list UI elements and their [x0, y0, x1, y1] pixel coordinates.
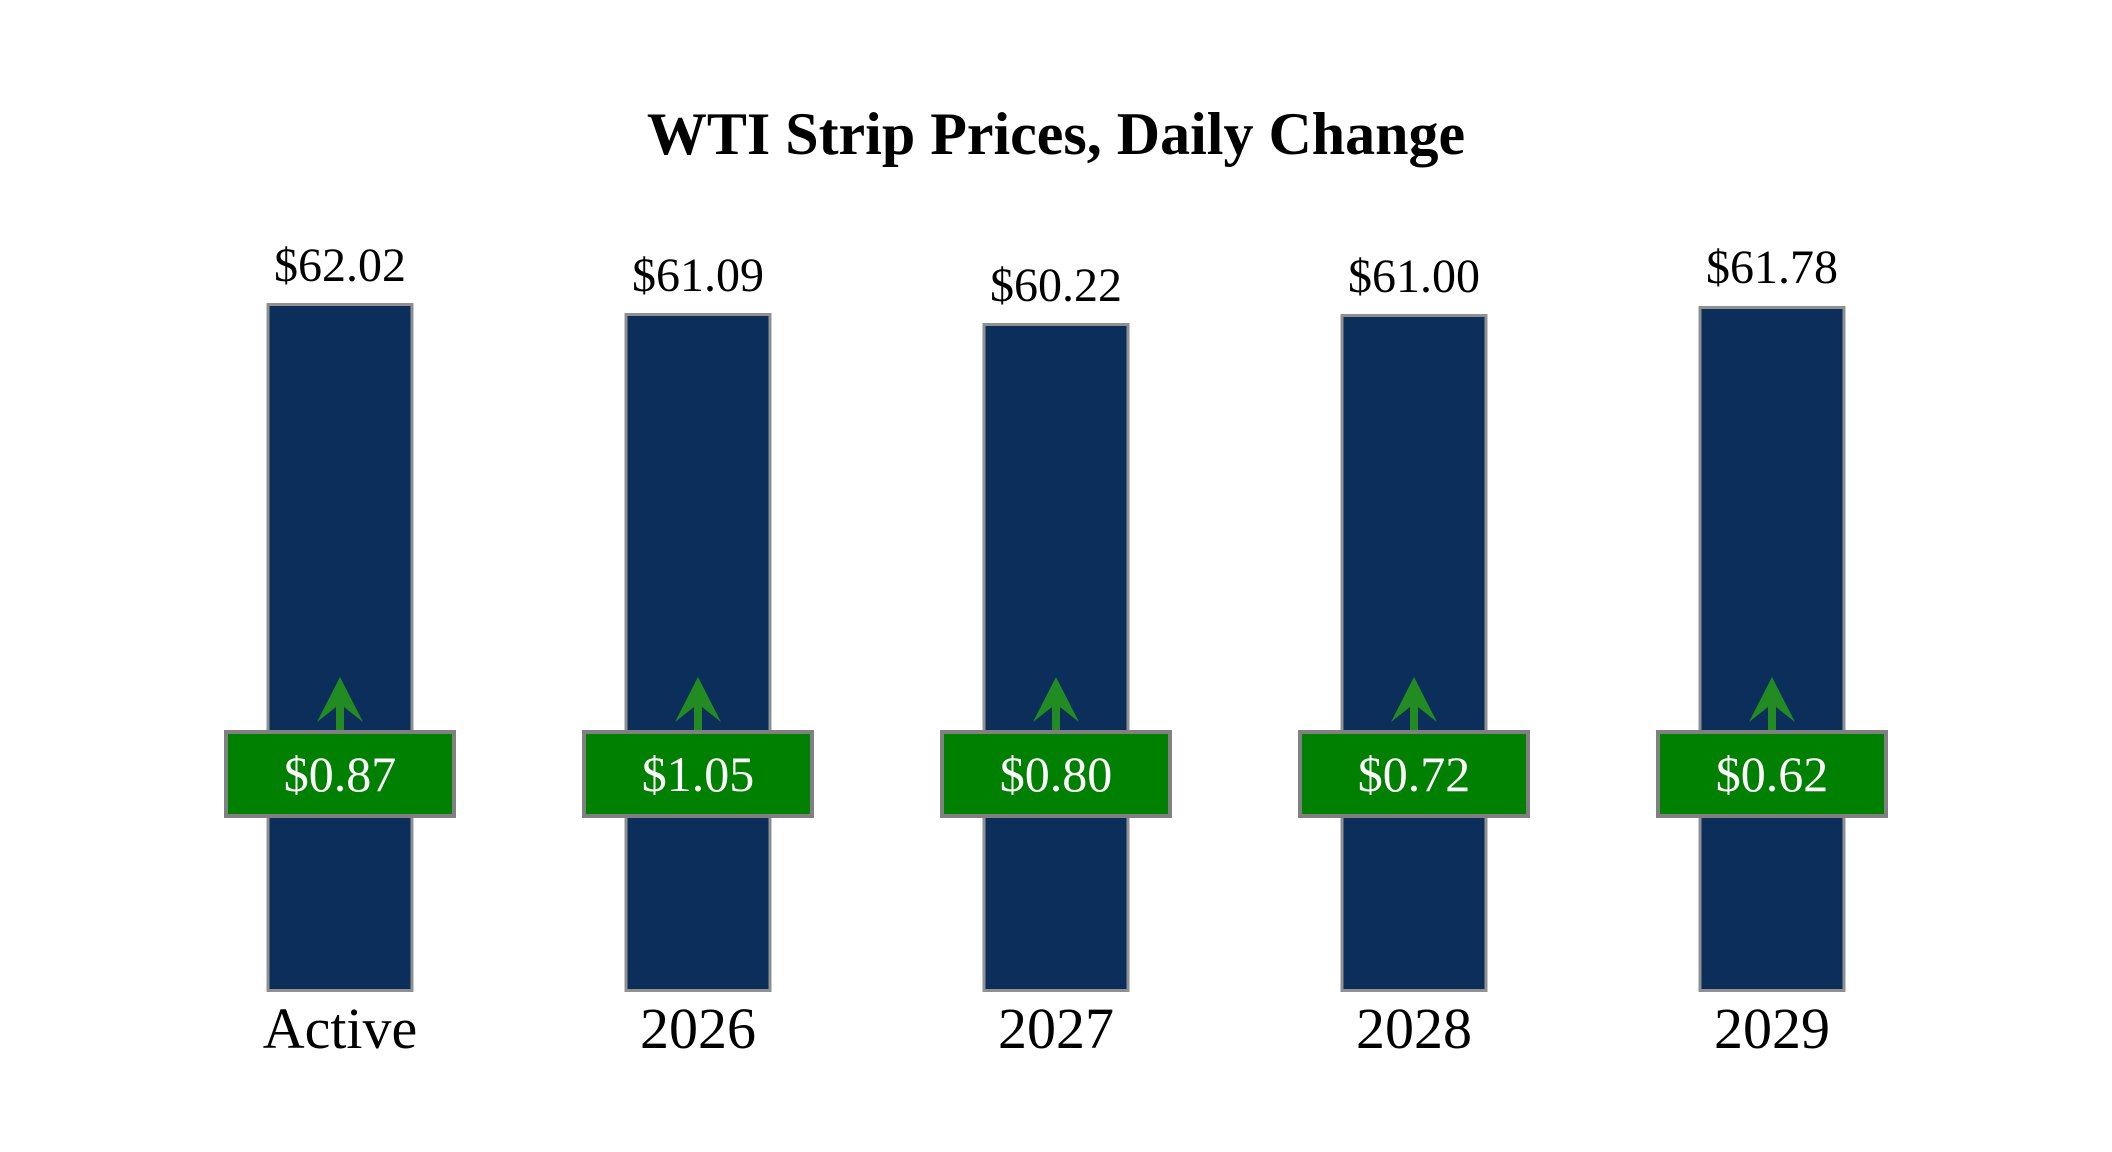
change-badge: $1.05 — [582, 730, 814, 818]
category-label: Active — [262, 996, 418, 1061]
change-value: $0.80 — [999, 746, 1113, 802]
price-bar — [1340, 314, 1488, 992]
up-arrow-icon — [1749, 677, 1795, 734]
category-label: 2028 — [1356, 996, 1472, 1061]
change-badge: $0.87 — [224, 730, 456, 818]
price-bar — [624, 313, 772, 992]
price-label: $61.78 — [1706, 241, 1838, 295]
price-label: $61.09 — [632, 249, 764, 303]
up-arrow-icon — [1033, 677, 1079, 734]
price-label: $60.22 — [990, 258, 1122, 312]
price-label: $61.00 — [1348, 250, 1480, 304]
change-value: $0.87 — [283, 746, 397, 802]
price-bar — [1698, 305, 1846, 992]
change-value: $1.05 — [641, 746, 755, 802]
category-label: 2026 — [640, 996, 756, 1061]
change-badge: $0.62 — [1656, 730, 1888, 818]
up-arrow-icon — [675, 677, 721, 734]
bar-group: $60.22 $0.80 2027 — [877, 0, 1235, 1152]
price-label: $62.02 — [274, 238, 406, 292]
up-arrow-icon — [1391, 677, 1437, 734]
chart-title: WTI Strip Prices, Daily Change — [646, 101, 1466, 167]
bar-group: $61.09 $1.05 2026 — [519, 0, 877, 1152]
change-value: $0.62 — [1715, 746, 1829, 802]
change-badge: $0.72 — [1298, 730, 1530, 818]
change-value: $0.72 — [1357, 746, 1471, 802]
change-badge: $0.80 — [940, 730, 1172, 818]
price-bar — [266, 302, 414, 992]
category-label: 2027 — [998, 996, 1114, 1061]
bar-group: $61.00 $0.72 2028 — [1235, 0, 1593, 1152]
up-arrow-icon — [317, 677, 363, 734]
bar-group: $62.02 $0.87 Active — [161, 0, 519, 1152]
category-label: 2029 — [1714, 996, 1830, 1061]
bar-group: $61.78 $0.62 2029 — [1593, 0, 1951, 1152]
price-bar — [982, 322, 1130, 992]
